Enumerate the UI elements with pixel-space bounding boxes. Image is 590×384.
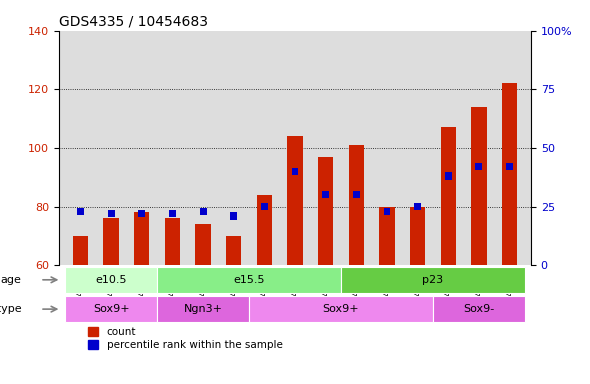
Bar xyxy=(103,218,119,265)
Bar xyxy=(341,266,525,293)
Bar xyxy=(138,210,145,217)
Text: p23: p23 xyxy=(422,275,444,285)
Bar xyxy=(353,191,360,199)
Bar xyxy=(476,163,483,170)
Bar xyxy=(249,296,433,322)
Bar xyxy=(65,296,157,322)
Bar xyxy=(384,208,391,215)
Legend: count, percentile rank within the sample: count, percentile rank within the sample xyxy=(88,327,283,350)
Bar xyxy=(165,218,180,265)
Bar xyxy=(261,203,268,210)
Text: Sox9+: Sox9+ xyxy=(93,304,129,314)
Bar xyxy=(349,145,364,265)
Bar xyxy=(322,191,329,199)
Bar xyxy=(230,212,237,220)
Text: Sox9-: Sox9- xyxy=(463,304,494,314)
Bar xyxy=(65,266,157,293)
Bar xyxy=(157,266,341,293)
Bar xyxy=(257,195,272,265)
Text: cell type: cell type xyxy=(0,304,21,314)
Bar xyxy=(410,207,425,265)
Bar xyxy=(195,224,211,265)
Bar xyxy=(77,208,84,215)
Text: age: age xyxy=(1,275,21,285)
Bar xyxy=(107,210,114,217)
Bar xyxy=(291,168,299,175)
Text: Ngn3+: Ngn3+ xyxy=(183,304,222,314)
Text: e15.5: e15.5 xyxy=(233,275,265,285)
Bar xyxy=(199,208,206,215)
Bar xyxy=(414,203,421,210)
Text: GDS4335 / 10454683: GDS4335 / 10454683 xyxy=(59,14,208,28)
Text: Sox9+: Sox9+ xyxy=(323,304,359,314)
Bar xyxy=(169,210,176,217)
Bar xyxy=(134,212,149,265)
Bar xyxy=(445,172,452,180)
Bar xyxy=(502,83,517,265)
Bar xyxy=(441,127,456,265)
Bar xyxy=(506,163,513,170)
Bar xyxy=(157,296,249,322)
Text: e10.5: e10.5 xyxy=(96,275,127,285)
Bar xyxy=(73,236,88,265)
Bar xyxy=(287,136,303,265)
Bar xyxy=(433,296,525,322)
Bar xyxy=(471,107,487,265)
Bar xyxy=(226,236,241,265)
Bar xyxy=(318,157,333,265)
Bar xyxy=(379,207,395,265)
